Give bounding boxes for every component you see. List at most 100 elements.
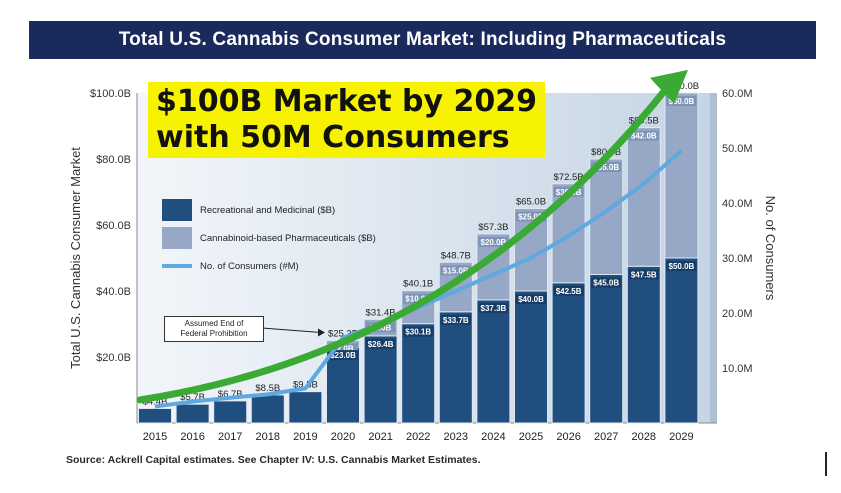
x-tick-label: 2026 — [556, 431, 580, 443]
pharma-value-label: $25.0B — [518, 213, 544, 222]
bar-recreational — [288, 391, 323, 424]
growth-arrow-shaft — [136, 80, 674, 404]
text-cursor — [825, 452, 827, 476]
bar-recreational — [514, 290, 548, 424]
bar-recreational — [551, 282, 586, 424]
chart-title: Total U.S. Cannabis Consumer Market: Inc… — [29, 21, 816, 59]
pharma-label-bg — [403, 293, 434, 304]
growth-arrow-head — [650, 69, 688, 104]
x-tick-label: 2018 — [256, 431, 280, 443]
callout-line-2: Federal Prohibition — [180, 329, 248, 338]
recreational-label-bg — [591, 277, 622, 288]
recreational-value-label: $45.0B — [593, 279, 619, 288]
bar-recreational — [664, 257, 699, 424]
pharma-value-label: $20.0B — [481, 238, 507, 247]
plot-right-edge — [710, 93, 717, 423]
x-tick-label: 2015 — [143, 431, 167, 443]
recreational-label-bg — [365, 338, 396, 349]
y2-tick-label: 50.0M — [722, 143, 753, 155]
recreational-value-label: $30.1B — [405, 328, 431, 337]
pharma-label-bg — [591, 162, 622, 172]
recreational-value-label: $42.5B — [556, 287, 582, 296]
bar-pharma — [664, 92, 699, 259]
pharma-label-bg — [516, 211, 546, 222]
legend-item-pharma: Cannabinoid-based Pharmaceuticals ($B) — [162, 224, 376, 252]
headline-line-1: $100B Market by 2029 — [156, 84, 537, 119]
recreational-label-bg — [440, 314, 471, 325]
legend-label-recreational: Recreational and Medicinal ($B) — [200, 204, 336, 216]
x-tick-label: 2023 — [444, 431, 468, 443]
bar-recreational — [476, 299, 511, 424]
y2-tick-label: 60.0M — [722, 88, 753, 100]
recreational-label-bg — [666, 261, 697, 271]
recreational-label-bg — [403, 326, 434, 337]
bar-total-label: $6.7B — [218, 389, 243, 400]
bar-recreational — [401, 323, 436, 424]
legend-label-consumers: No. of Consumers (#M) — [200, 260, 299, 272]
callout-pointer — [261, 327, 322, 333]
callout-line-1: Assumed End of — [184, 319, 244, 328]
bar-total-label: $8.5B — [255, 383, 280, 394]
y-tick-label: $40.0B — [96, 286, 131, 298]
bar-recreational — [438, 311, 473, 424]
recreational-value-label: $37.3B — [481, 304, 507, 313]
y-tick-label: $80.0B — [96, 154, 131, 166]
pharma-label-bg — [440, 265, 471, 276]
pharma-label-bg — [666, 96, 697, 106]
recreational-value-label: $26.4B — [368, 340, 394, 349]
bar-recreational — [138, 407, 172, 424]
recreational-label-bg — [328, 350, 358, 361]
pharma-label-bg — [328, 343, 358, 354]
recreational-label-bg — [478, 302, 509, 313]
bar-total-label: $65.0B — [516, 197, 546, 208]
pharma-value-label: $15.0B — [443, 266, 469, 275]
legend-item-consumers: No. of Consumers (#M) — [162, 252, 376, 280]
pharma-value-label: $35.0B — [593, 163, 619, 172]
bar-pharma — [626, 127, 661, 267]
recreational-value-label: $33.7B — [443, 316, 469, 325]
bar-total-label: $57.3B — [478, 222, 508, 233]
recreational-label-bg — [553, 285, 584, 296]
x-tick-label: 2024 — [481, 431, 505, 443]
headline-banner: $100B Market by 2029 with 50M Consumers — [148, 82, 545, 158]
recreational-value-label: $50.0B — [669, 262, 695, 271]
recreational-label-bg — [516, 294, 546, 304]
x-tick-label: 2019 — [293, 431, 317, 443]
y-axis-label: Total U.S. Cannabis Consumer Market — [68, 147, 83, 369]
callout-pointer-head — [318, 328, 325, 337]
legend-item-recreational: Recreational and Medicinal ($B) — [162, 196, 376, 224]
pharma-label-bg — [478, 236, 509, 247]
bar-total-label: $40.1B — [403, 279, 433, 290]
bar-total-label: $31.4B — [366, 307, 396, 318]
y2-tick-label: 20.0M — [722, 308, 753, 320]
recreational-value-label: $23.0B — [330, 351, 356, 360]
bar-total-label: $100.0B — [664, 81, 699, 92]
x-tick-label: 2025 — [519, 431, 543, 443]
pharma-value-label: $42.0B — [631, 132, 657, 141]
y2-tick-label: 40.0M — [722, 198, 753, 210]
x-tick-label: 2027 — [594, 431, 618, 443]
bar-recreational — [626, 265, 661, 424]
legend: Recreational and Medicinal ($B) Cannabin… — [162, 196, 376, 280]
legend-swatch-consumers — [162, 264, 192, 268]
x-tick-label: 2022 — [406, 431, 430, 443]
pharma-label-bg — [628, 130, 659, 141]
pharma-value-label: $50.0B — [669, 97, 695, 106]
legend-swatch-recreational — [162, 199, 192, 221]
bar-total-label: $72.5B — [554, 172, 584, 183]
bar-recreational — [175, 403, 210, 424]
bar-recreational — [589, 274, 624, 424]
y-tick-label: $20.0B — [96, 352, 131, 364]
bar-recreational — [250, 394, 285, 424]
pharma-value-label: $10.0B — [405, 295, 431, 304]
x-tick-label: 2029 — [669, 431, 693, 443]
recreational-label-bg — [628, 269, 659, 280]
x-tick-label: 2021 — [368, 431, 392, 443]
y-tick-label: $60.0B — [96, 220, 131, 232]
headline-line-2: with 50M Consumers — [156, 120, 510, 155]
y2-tick-label: 10.0M — [722, 363, 753, 375]
bar-total-label: $5.7B — [180, 392, 205, 403]
pharma-value-label: $2.0B — [332, 345, 354, 354]
prohibition-callout: Assumed End of Federal Prohibition — [164, 316, 264, 342]
